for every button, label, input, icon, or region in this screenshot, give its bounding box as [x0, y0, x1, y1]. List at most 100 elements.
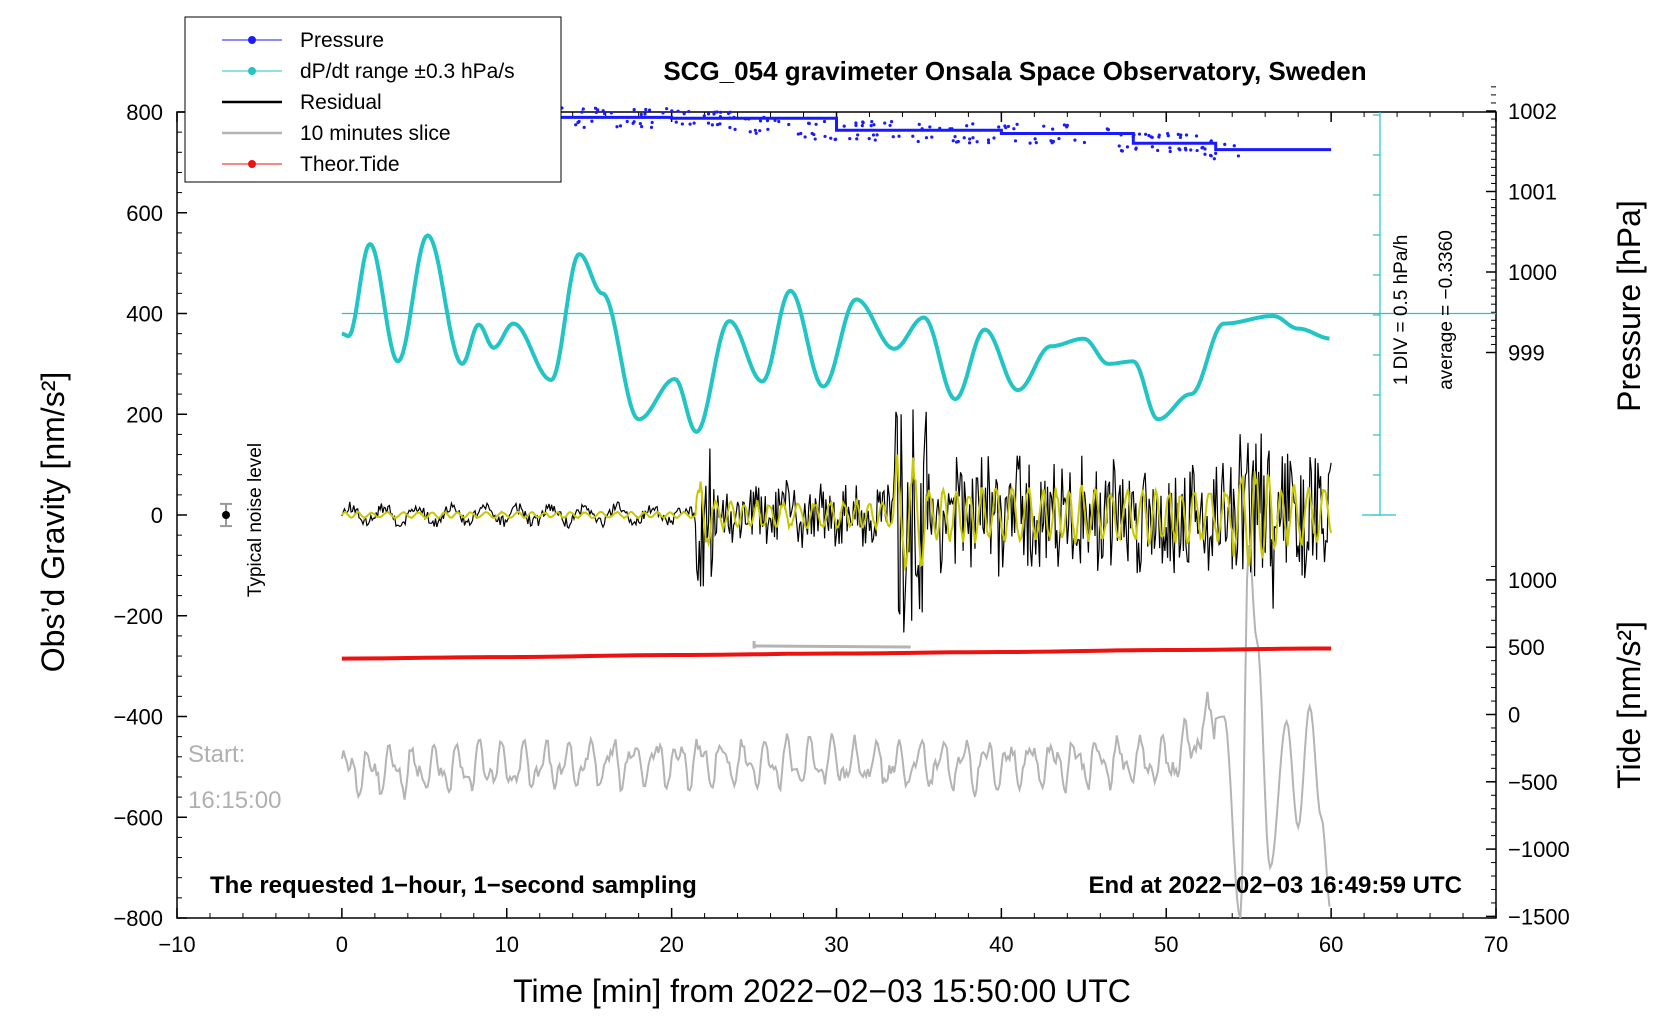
legend-marker [248, 67, 256, 75]
pressure-dot [1143, 132, 1148, 136]
pressure-dot [861, 120, 865, 124]
legend-marker [248, 160, 256, 168]
pressure-dot [1236, 154, 1241, 158]
pressure-dot [1034, 141, 1038, 145]
pressure-dot [1194, 134, 1199, 138]
pressure-dot [576, 120, 580, 125]
pressure-dot [1003, 124, 1007, 128]
legend-box [184, 16, 562, 183]
pressure-dot [758, 129, 762, 133]
pressure-dot [773, 118, 777, 122]
pressure-dot [848, 136, 852, 141]
pressure-dot [688, 122, 692, 126]
pressure-dot [687, 109, 691, 114]
pressure-dot [869, 123, 873, 128]
start-time: 16:15:00 [188, 787, 281, 814]
filtered-residual-line [341, 454, 1333, 572]
pressure-dot [640, 125, 644, 129]
pressure-dot [682, 112, 686, 116]
y-tick-label: −600 [113, 805, 163, 830]
pressure-dot [1179, 133, 1183, 137]
tide-axis-label: Tide [nm/s²] [1611, 621, 1647, 789]
pressure-line [341, 115, 1332, 152]
pressure-dot [676, 109, 680, 113]
pressure-dot [871, 133, 876, 137]
pressure-dot [1125, 145, 1130, 149]
pressure-dot [916, 139, 920, 144]
pressure-dot [1195, 148, 1199, 153]
chart-title: SCG_054 gravimeter Onsala Space Observat… [663, 56, 1366, 86]
pressure-dot [650, 120, 654, 125]
dpdt-series [341, 233, 1330, 434]
tide-tick-label: 1000 [1508, 568, 1557, 593]
pressure-axis-label: Pressure [hPa] [1611, 200, 1647, 412]
pressure-dot [971, 136, 975, 140]
pressure-dot [1147, 133, 1151, 138]
pressure-dot [856, 133, 860, 137]
pressure-dot [1203, 152, 1207, 156]
pressure-dot [1150, 145, 1154, 149]
pressure-dot [728, 125, 732, 130]
pressure-dot [1184, 133, 1189, 137]
pressure-dot [1062, 123, 1066, 127]
pressure-dot [706, 112, 711, 116]
pressure-dot [948, 127, 952, 131]
x-tick-label: 60 [1319, 932, 1343, 957]
pressure-dot [718, 115, 723, 119]
dpdt-average-annotation: average = −0.3360 [1436, 230, 1457, 390]
pressure-dot [813, 137, 817, 141]
pressure-dot [674, 120, 678, 124]
pressure-dot [997, 125, 1001, 129]
pressure-dot [631, 121, 635, 125]
pressure-dot [1209, 154, 1213, 158]
pressure-dot [777, 119, 781, 124]
pressure-dot [1134, 146, 1138, 150]
pressure-dot [644, 107, 648, 112]
pressure-dot [596, 108, 600, 112]
y-axis-label: Obs’d Gravity [nm/s²] [35, 372, 71, 673]
tide-axis-ticks: −1500 −1000 −500 0 500 1000 [1486, 565, 1570, 929]
pressure-dot [1132, 133, 1136, 137]
y-tick-label: 0 [151, 503, 163, 528]
pressure-dot [1209, 140, 1213, 144]
noise-dot [222, 511, 230, 519]
pressure-dot [870, 120, 874, 124]
pressure-dot [875, 133, 879, 137]
pressure-dot [855, 137, 859, 141]
pressure-dot [748, 130, 752, 134]
pressure-dot [833, 137, 837, 142]
pressure-dot [823, 134, 827, 139]
pressure-dot [953, 135, 957, 139]
pressure-dot [803, 135, 807, 139]
x-axis-label: Time [min] from 2022−02−03 15:50:00 UTC [513, 973, 1131, 1009]
pressure-dot [1166, 134, 1170, 138]
legend-label: dP/dt range ±0.3 hPa/s [300, 60, 515, 83]
pressure-dot [872, 123, 876, 127]
pressure-dot [692, 121, 696, 125]
pressure-dot [1119, 133, 1123, 137]
residual-line [341, 409, 1332, 633]
pressure-dot [766, 127, 770, 131]
pressure-dot [625, 119, 629, 124]
pressure-dot [1042, 124, 1046, 128]
pressure-dot [889, 120, 894, 124]
tide-line [341, 646, 1332, 661]
pressure-dot [1168, 146, 1172, 150]
pressure-dot [891, 135, 895, 139]
x-tick-label: 30 [824, 932, 848, 957]
pressure-dot [647, 108, 652, 112]
pressure-dot [968, 137, 972, 141]
pressure-dot [732, 115, 736, 119]
pressure-dot [1073, 138, 1077, 142]
pressure-dot [888, 123, 892, 128]
pressure-dot [1065, 123, 1069, 127]
x-tick-label: 70 [1484, 932, 1508, 957]
pressure-dot [710, 123, 714, 127]
pressure-dot [987, 141, 991, 145]
pressure-dot [920, 127, 924, 131]
pressure-dot [762, 115, 766, 119]
pressure-dot [860, 124, 864, 128]
pressure-dot [661, 111, 665, 115]
pressure-dot [581, 107, 585, 111]
